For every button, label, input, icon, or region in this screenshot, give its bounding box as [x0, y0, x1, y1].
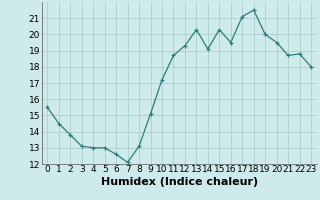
X-axis label: Humidex (Indice chaleur): Humidex (Indice chaleur)	[100, 177, 258, 187]
